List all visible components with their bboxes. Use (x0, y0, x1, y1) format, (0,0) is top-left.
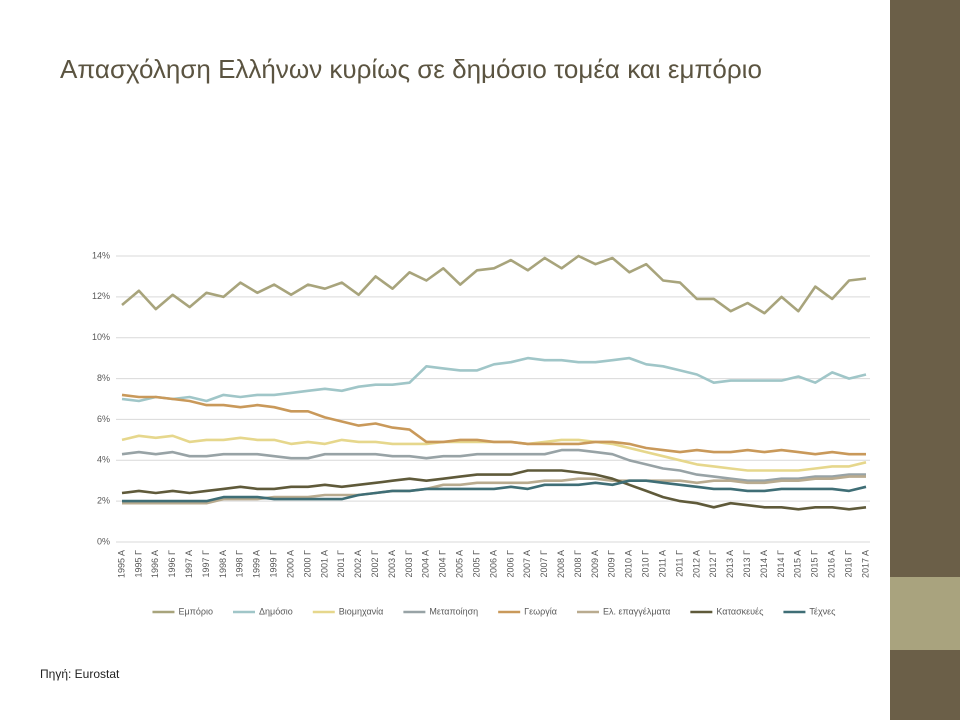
x-tick-label: 1998 Α (218, 550, 228, 578)
x-tick-label: 2015 Γ (810, 550, 820, 578)
x-tick-label: 1999 Α (252, 550, 262, 578)
series-line (121, 469, 867, 511)
x-tick-label: 2005 Α (455, 550, 465, 578)
side-accent (890, 577, 960, 650)
legend-label: Ελ. επαγγέλματα (603, 606, 670, 616)
x-tick-label: 2007 Γ (539, 550, 549, 578)
legend-item: Μεταποίηση (403, 606, 478, 616)
x-tick-label: 2008 Α (556, 550, 566, 578)
x-tick-label: 2010 Α (624, 550, 634, 578)
x-tick-label: 2000 Γ (302, 550, 312, 578)
chart: 0% 2% 4% 6% 8% 10% 12% 14% 1995 Α 1995 Γ 1996 Α 199… (92, 250, 870, 616)
x-tick-label: 2002 Α (353, 550, 363, 578)
y-tick-label: 12% (92, 291, 110, 301)
x-tick-label: 1997 Α (184, 550, 194, 578)
y-tick-label: 4% (97, 455, 110, 465)
x-tick-label: 1999 Γ (269, 550, 279, 578)
legend-item: Δημόσιο (233, 606, 293, 616)
y-tick-label: 2% (97, 496, 110, 506)
x-tick-label: 2013 Γ (742, 550, 752, 578)
x-tick-label: 1996 Α (150, 550, 160, 578)
series-line (121, 356, 867, 403)
x-tick-label: 2008 Γ (573, 550, 583, 578)
legend-item: Γεωργία (498, 606, 557, 616)
y-tick-label: 10% (92, 332, 110, 342)
x-tick-label: 2000 Α (285, 550, 295, 578)
x-tick-label: 1995 Α (116, 550, 126, 578)
x-tick-label: 2014 Γ (776, 550, 786, 578)
legend-label: Τέχνες (809, 606, 836, 616)
series-line (121, 448, 866, 482)
x-tick-label: 2012 Α (691, 550, 701, 578)
x-tick-label: 2006 Α (488, 550, 498, 578)
legend-label: Γεωργία (524, 606, 557, 616)
legend-item: Εμπόριο (152, 606, 213, 616)
x-tick-label: 2007 Α (522, 550, 532, 578)
series-line (121, 393, 866, 456)
x-tick-label: 2003 Α (387, 550, 397, 578)
x-tick-label: 1995 Γ (133, 550, 143, 578)
x-tick-label: 2016 Γ (843, 550, 853, 578)
x-tick-label: 1996 Γ (167, 550, 177, 578)
legend-label: Μεταποίηση (429, 606, 478, 616)
x-tick-label: 2012 Γ (708, 550, 718, 578)
series-line (122, 479, 867, 503)
x-tick-label: 2001 Α (319, 550, 329, 578)
x-tick-label: 2014 Α (759, 550, 769, 578)
x-tick-label: 1997 Γ (201, 550, 211, 578)
legend-label: Εμπόριο (178, 606, 213, 616)
legend-item: Ελ. επαγγέλματα (577, 606, 670, 616)
legend-label: Βιομηχανία (339, 606, 384, 616)
legend-item: Κατασκευές (690, 606, 764, 616)
x-tick-label: 2010 Γ (641, 550, 651, 578)
legend-label: Δημόσιο (259, 606, 293, 616)
series-line (121, 254, 867, 315)
legend-label: Κατασκευές (716, 606, 764, 616)
y-tick-label: 8% (97, 373, 110, 383)
slide-title: Απασχόληση Ελλήνων κυρίως σε δημόσιο τομ… (60, 54, 762, 84)
y-tick-label: 14% (92, 250, 110, 260)
x-tick-label: 2004 Α (421, 550, 431, 578)
x-tick-label: 2011 Α (657, 550, 667, 577)
y-tick-label: 6% (97, 414, 110, 424)
x-tick-label: 2016 Α (827, 550, 837, 578)
x-tick-label: 2011 Γ (674, 550, 684, 577)
series-line (122, 475, 866, 505)
x-tick-label: 2009 Α (590, 550, 600, 578)
source-note: Πηγή: Eurostat (40, 667, 120, 681)
x-tick-label: 2001 Γ (336, 550, 346, 578)
x-tick-label: 2003 Γ (404, 550, 414, 578)
legend-item: Τέχνες (783, 606, 836, 616)
x-tick-label: 1998 Γ (235, 550, 245, 578)
x-tick-label: 2006 Γ (505, 550, 515, 578)
legend-item: Βιομηχανία (312, 606, 384, 616)
x-tick-label: 2005 Γ (471, 550, 481, 578)
x-tick-label: 2013 Α (725, 550, 735, 578)
x-tick-label: 2015 Α (793, 550, 803, 578)
x-tick-label: 2009 Γ (607, 550, 617, 578)
x-tick-label: 2004 Γ (438, 550, 448, 578)
x-tick-label: 2017 Α (860, 550, 870, 578)
y-tick-label: 0% (97, 536, 110, 546)
x-tick-label: 2002 Γ (370, 550, 380, 578)
